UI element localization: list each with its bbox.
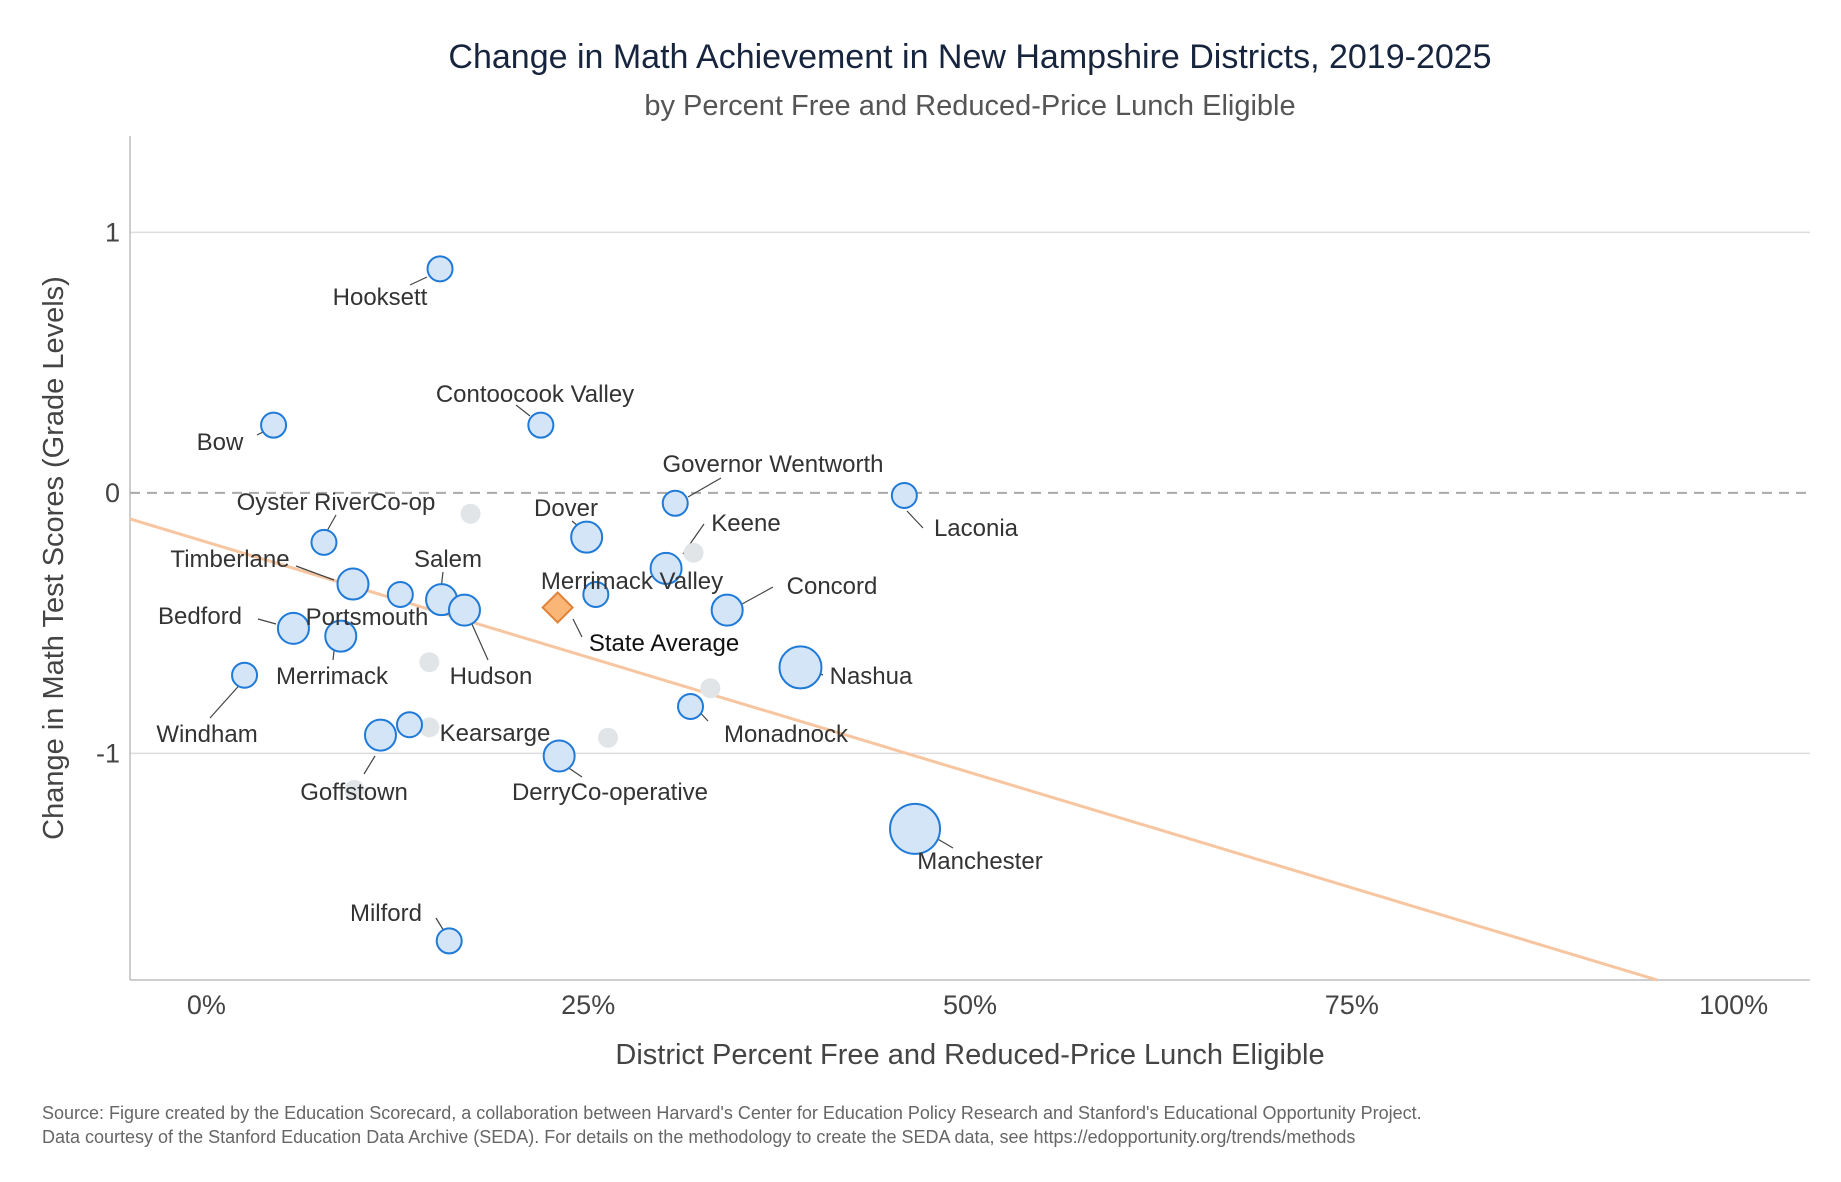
gridlines [130,231,1810,755]
unlabeled-district-point [700,678,721,699]
leader-line [363,755,376,775]
point-timberlane [336,567,370,601]
label-nashua: Nashua [830,663,913,690]
point-kearsarge [395,711,423,739]
district-point [386,580,414,608]
point-hudson [447,593,481,627]
point-manchester [889,802,942,855]
point-laconia [890,481,918,509]
plot-area: Hooksett Contoocook Valley Bow Governor Wen… [96,136,1810,1020]
leader-line [257,618,277,625]
y-tick-label: 0 [105,478,120,508]
leader-line [906,510,924,529]
point-milford [435,927,463,955]
label-goffstown: Goffstown [300,779,408,806]
leader-line [332,650,335,661]
leader-line [572,618,583,638]
point-keene [649,551,683,585]
label-portsmouth: Portsmouth [306,604,429,631]
unlabeled-district-point [598,727,619,748]
label-dover: Dover [534,495,598,522]
label-manchester: Manchester [917,848,1042,875]
label-hooksett: Hooksett [333,284,428,311]
x-tick-label: 25% [561,990,615,1020]
tick-labels: 1 0 -1 0% 25% 50% 75% 100% [96,217,1768,1020]
x-tick-label: 50% [943,990,997,1020]
label-kearsarge: Kearsarge [440,720,551,747]
label-salem: Salem [414,546,482,573]
point-nashua [778,645,823,690]
label-keene: Keene [711,510,780,537]
label-derryco-operative: DerryCo-operative [512,779,708,806]
source-line-1: Source: Figure created by the Education … [42,1103,1422,1123]
label-bow: Bow [197,429,244,456]
point-contoocook-valley [527,411,555,439]
label-timberlane: Timberlane [170,546,289,573]
state-average-label: State Average [589,630,739,657]
point-governor-wentworth [661,489,689,517]
unlabeled-district-point [460,503,481,524]
point-merrimack-valley [582,580,610,608]
y-tick-label: -1 [96,738,120,768]
label-milford: Milford [350,900,422,927]
point-derryco-operative [542,739,576,773]
point-concord [710,593,744,627]
trend-line [129,517,1658,982]
leader-line [515,404,531,417]
district-points [231,255,942,955]
label-laconia: Laconia [934,515,1019,542]
point-windham [231,661,259,689]
unlabeled-district-point [344,779,365,800]
x-tick-label: 0% [187,990,226,1020]
chart-title: Change in Math Achievement in New Hampsh… [448,38,1491,76]
point-goffstown [363,718,397,752]
x-tick-label: 75% [1325,990,1379,1020]
point-oyster-riverco-op [310,528,338,556]
label-contoocook-valley: Contoocook Valley [436,381,634,408]
label-windham: Windham [156,721,257,748]
point-hooksett [426,255,454,283]
state-average-marker [541,591,575,624]
label-concord: Concord [787,573,878,600]
label-monadnock: Monadnock [724,721,849,748]
leader-line [295,565,335,581]
label-bedford: Bedford [158,603,242,630]
x-axis-title: District Percent Free and Reduced-Price … [615,1039,1324,1071]
label-merrimack: Merrimack [276,663,389,690]
y-tick-label: 1 [105,217,120,247]
leader-line [326,514,337,532]
unlabeled-district-points [344,503,721,800]
point-bow [260,411,288,439]
point-monadnock [677,692,705,720]
label-hudson: Hudson [450,663,533,690]
point-bedford [276,611,310,645]
label-oyster-riverco-op: Oyster RiverCo-op [237,489,436,516]
unlabeled-district-point [683,542,704,563]
point-portsmouth [324,619,358,653]
unlabeled-district-point [419,717,440,738]
point-dover [570,520,604,554]
chart-subtitle: by Percent Free and Reduced-Price Lunch … [644,90,1295,122]
label-governor-wentworth: Governor Wentworth [663,451,884,478]
label-merrimack-valley: Merrimack Valley [541,568,723,595]
leader-line [409,276,428,286]
source-line-2: Data courtesy of the Stanford Education … [42,1127,1355,1147]
y-axis-title: Change in Math Test Scores (Grade Levels… [38,276,70,840]
district-labels: Hooksett Contoocook Valley Bow Governor Wen… [156,284,1042,927]
unlabeled-district-point [419,652,440,673]
leader-line [687,477,722,498]
x-tick-label: 100% [1699,990,1768,1020]
